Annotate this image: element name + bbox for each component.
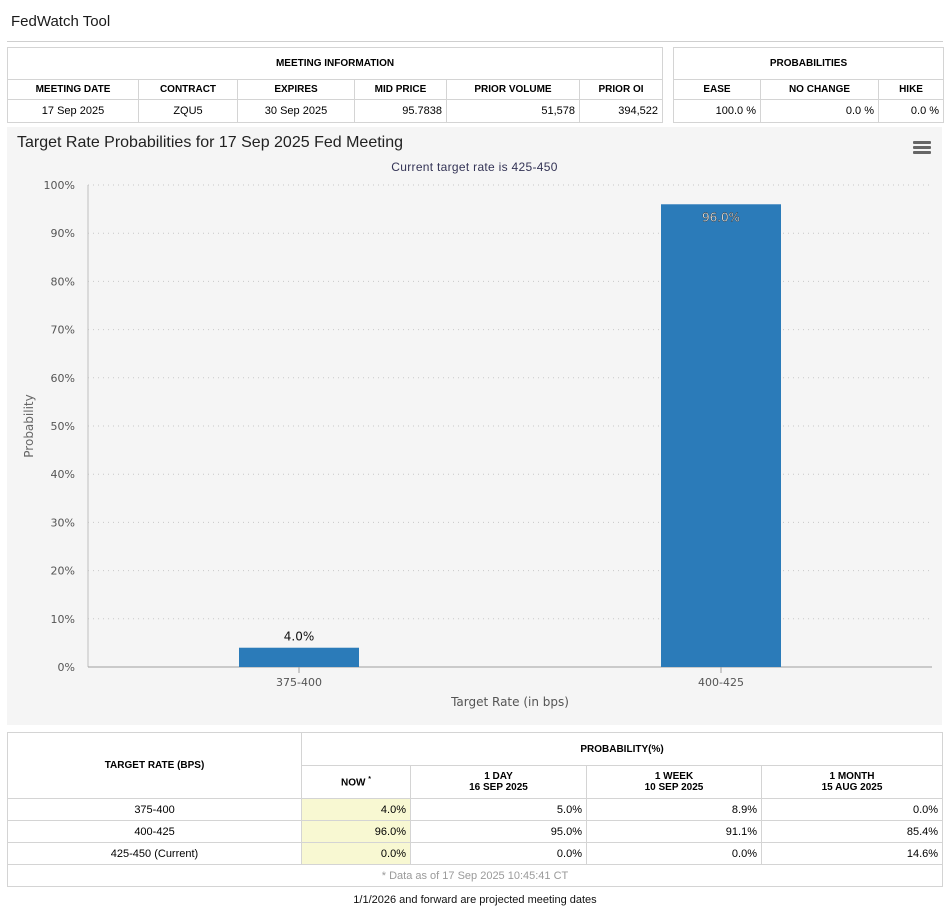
table-row: 375-400 4.0% 5.0% 8.9% 0.0%	[7, 798, 944, 821]
no-change-value: 0.0 %	[760, 99, 879, 123]
data-as-of-note: * Data as of 17 Sep 2025 10:45:41 CT	[6, 864, 944, 887]
meeting-date-value: 17 Sep 2025	[7, 99, 139, 123]
chart-panel: 0% 10% 20% 30% 40% 50% 60% 70% 80% 90% 100% 375-400…	[7, 127, 942, 725]
y-tick-label: 40%	[51, 468, 75, 481]
table-row: 425-450 (Current) 0.0% 0.0% 0.0% 14.6%	[7, 842, 944, 865]
rate-cell: 425-450 (Current)	[7, 842, 302, 865]
one-week-column-header: 1 WEEK 10 SEP 2025	[586, 765, 762, 799]
y-axis-title: Probability	[22, 394, 36, 457]
one-day-cell: 5.0%	[410, 798, 587, 821]
y-tick-label: 10%	[51, 613, 75, 626]
y-tick-label: 50%	[51, 420, 75, 433]
chart-subtitle: Current target rate is 425-450	[391, 160, 558, 174]
y-tick-label: 20%	[51, 565, 75, 578]
rate-cell: 400-425	[7, 820, 302, 843]
now-column-header: NOW *	[301, 765, 411, 799]
probabilities-heading: PROBABILITIES	[672, 47, 945, 80]
mid-price-header: MID PRICE	[354, 79, 447, 100]
one-month-cell: 0.0%	[760, 798, 944, 821]
app-title: FedWatch Tool	[11, 13, 111, 30]
y-tick-label: 80%	[51, 275, 75, 288]
one-week-cell: 91.1%	[586, 820, 762, 843]
data-label: 96.0%	[702, 210, 740, 224]
rate-cell: 375-400	[7, 798, 302, 821]
target-rate-header: TARGET RATE (BPS)	[7, 732, 302, 799]
one-day-column-header: 1 DAY 16 SEP 2025	[410, 765, 587, 799]
meeting-date-header: MEETING DATE	[7, 79, 139, 100]
data-label: 4.0%	[284, 630, 315, 644]
expires-header: EXPIRES	[237, 79, 355, 100]
prior-volume-header: PRIOR VOLUME	[446, 79, 580, 100]
x-tick-label: 375-400	[276, 676, 322, 689]
hike-value: 0.0 %	[877, 99, 945, 123]
probability-group-header: PROBABILITY(%)	[300, 732, 944, 766]
bar-375-400	[239, 647, 359, 667]
contract-value: ZQU5	[138, 99, 238, 123]
y-tick-label: 70%	[51, 324, 75, 337]
hike-header: HIKE	[877, 79, 945, 100]
y-tick-label: 60%	[51, 372, 75, 385]
x-tick-label: 400-425	[698, 676, 744, 689]
prior-oi-value: 394,522	[578, 99, 664, 123]
now-cell: 0.0%	[301, 842, 411, 865]
meeting-info-heading: MEETING INFORMATION	[6, 47, 664, 80]
now-cell: 4.0%	[301, 798, 411, 821]
expires-value: 30 Sep 2025	[237, 99, 355, 123]
one-month-cell: 85.4%	[760, 820, 944, 843]
one-month-cell: 14.6%	[760, 842, 944, 865]
x-axis-title: Target Rate (in bps)	[450, 695, 569, 709]
y-tick-label: 0%	[58, 661, 75, 674]
chart-menu-icon[interactable]	[913, 141, 931, 155]
projected-dates-note: 1/1/2026 and forward are projected meeti…	[353, 894, 597, 906]
probability-table: TARGET RATE (BPS) PROBABILITY(%) NOW * 1…	[6, 732, 944, 887]
contract-header: CONTRACT	[138, 79, 238, 100]
one-week-cell: 8.9%	[586, 798, 762, 821]
now-cell: 96.0%	[301, 820, 411, 843]
prior-oi-header: PRIOR OI	[578, 79, 664, 100]
y-tick-label: 100%	[44, 179, 75, 192]
no-change-header: NO CHANGE	[760, 79, 879, 100]
mid-price-value: 95.7838	[354, 99, 447, 123]
bar-chart: 0% 10% 20% 30% 40% 50% 60% 70% 80% 90% 100% 375-400…	[22, 179, 932, 709]
meeting-info-table: MEETING INFORMATION MEETING DATE CONTRAC…	[6, 47, 664, 123]
bar-400-425	[661, 204, 781, 667]
title-divider	[7, 41, 943, 42]
one-day-cell: 95.0%	[410, 820, 587, 843]
one-week-cell: 0.0%	[586, 842, 762, 865]
one-month-column-header: 1 MONTH 15 AUG 2025	[760, 765, 944, 799]
y-tick-label: 90%	[51, 227, 75, 240]
one-day-cell: 0.0%	[410, 842, 587, 865]
chart-title: Target Rate Probabilities for 17 Sep 202…	[17, 134, 404, 151]
probabilities-summary-table: PROBABILITIES EASE NO CHANGE HIKE 100.0 …	[672, 47, 945, 123]
y-tick-label: 30%	[51, 516, 75, 529]
table-row: 400-425 96.0% 95.0% 91.1% 85.4%	[7, 820, 944, 843]
prior-volume-value: 51,578	[446, 99, 580, 123]
ease-header: EASE	[673, 79, 761, 100]
ease-value: 100.0 %	[673, 99, 761, 123]
